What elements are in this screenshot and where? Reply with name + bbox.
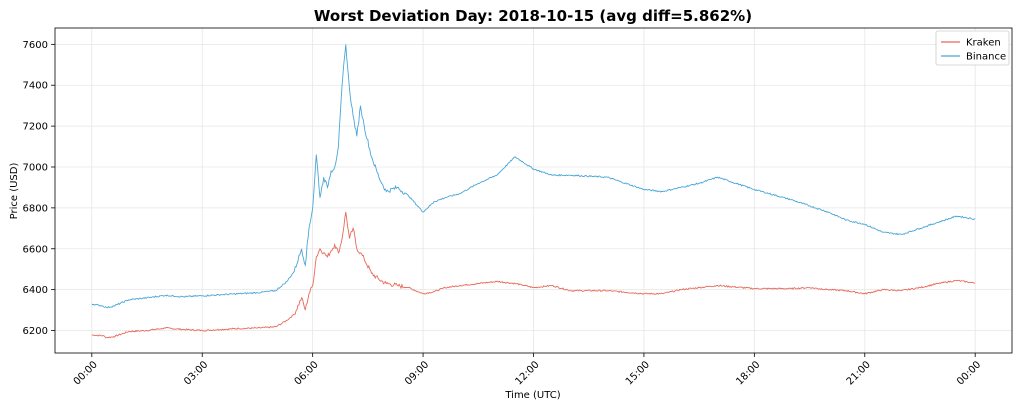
y-tick-label: 7400 <box>23 81 48 92</box>
series-layer <box>91 44 976 339</box>
y-tick-label: 6200 <box>23 326 48 337</box>
series-line-binance <box>91 44 976 309</box>
y-tick-label: 6800 <box>23 203 48 214</box>
y-tick-label: 6600 <box>23 244 48 255</box>
x-axis-title: Time (UTC) <box>504 390 560 401</box>
x-tick-label: 00:00 <box>72 359 100 387</box>
y-tick-label: 6400 <box>23 285 48 296</box>
y-axis: 6200 6400 6600 6800 7000 7200 7400 7600 <box>23 40 55 337</box>
x-tick-label: 06:00 <box>293 359 321 387</box>
y-axis-title: Price (USD) <box>9 163 20 220</box>
y-tick-label: 7600 <box>23 40 48 51</box>
x-tick-label: 15:00 <box>624 359 652 387</box>
y-tick-label: 7200 <box>23 122 48 133</box>
x-tick-label: 21:00 <box>845 359 873 387</box>
chart-title: Worst Deviation Day: 2018-10-15 (avg dif… <box>314 7 752 25</box>
x-axis: 00:00 03:00 06:00 09:00 12:00 15:00 18:00 21:00… <box>72 353 983 388</box>
x-tick-label: 03:00 <box>182 359 210 387</box>
x-tick-label: 00:00 <box>955 359 983 387</box>
series-line-kraken <box>91 211 976 339</box>
x-tick-label: 18:00 <box>734 359 762 387</box>
x-tick-label: 12:00 <box>513 359 541 387</box>
legend: Kraken Binance <box>935 30 1010 66</box>
y-tick-label: 7000 <box>23 162 48 173</box>
x-tick-label: 09:00 <box>403 359 431 387</box>
legend-label: Binance <box>966 52 1006 63</box>
legend-label: Kraken <box>966 38 1001 49</box>
grid <box>55 28 1012 353</box>
